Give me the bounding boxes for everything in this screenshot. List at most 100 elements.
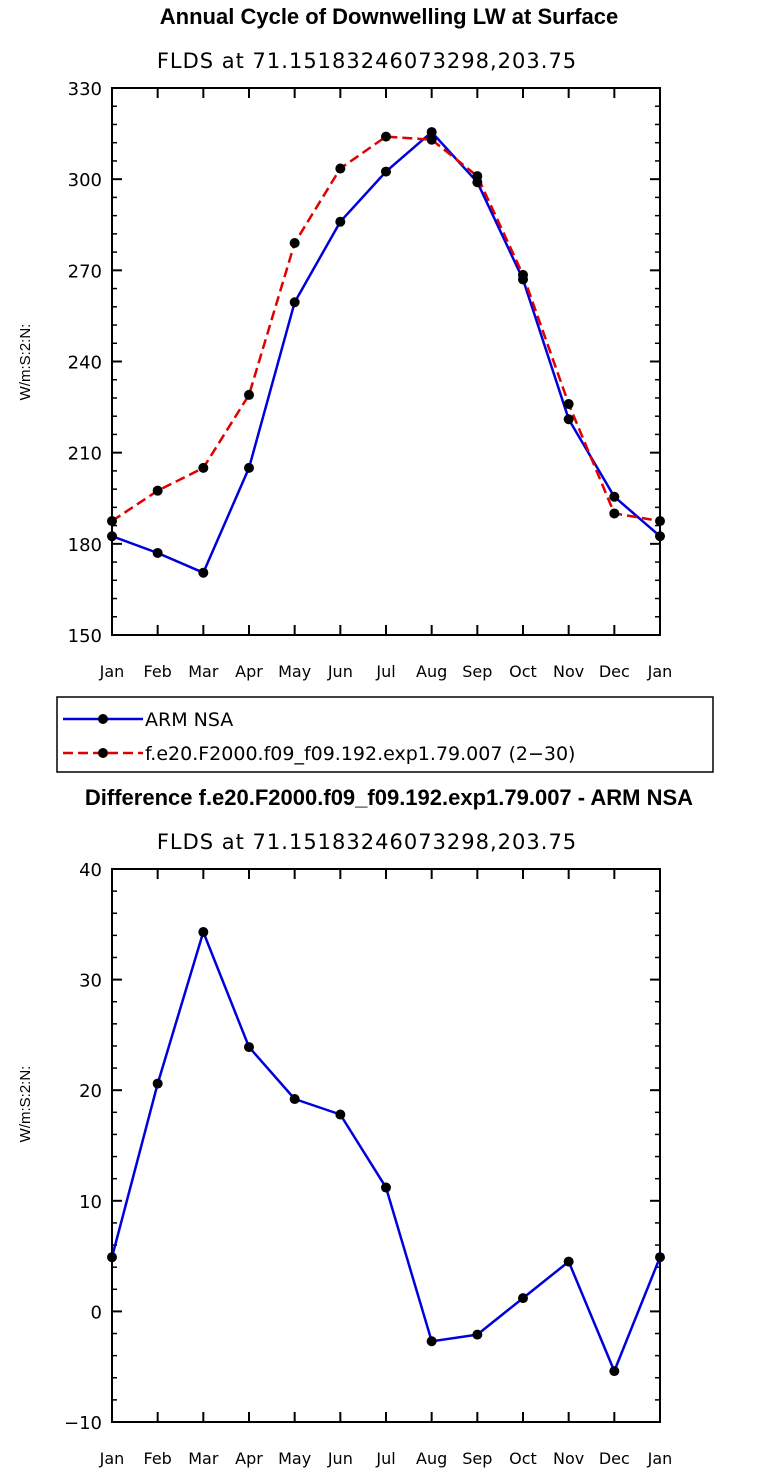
c1-xtick-label: Jan (99, 662, 125, 681)
chart1-subtitle: FLDS at 71.15183246073298,203.75 (157, 49, 577, 73)
c2-ytick-label: 10 (79, 1192, 102, 1213)
c1-point-0 (335, 216, 346, 227)
c1-series-line-0 (111, 130, 661, 574)
c1-ytick-label: 240 (68, 353, 102, 374)
c1-point-0 (289, 297, 300, 308)
c1-ytick-label: 180 (68, 535, 102, 556)
c2-xtick-label: Aug (416, 1449, 447, 1468)
c2-point-0 (381, 1182, 391, 1193)
c2-ytick-label: 0 (91, 1302, 102, 1323)
c1-xtick-label: Feb (144, 662, 172, 681)
c1-ytick-label: 150 (68, 626, 102, 647)
c1-ytick-label: 210 (68, 444, 102, 465)
c2-ytick-label: 20 (79, 1081, 102, 1102)
c1-point-1 (198, 462, 209, 473)
chart2-subtitle: FLDS at 71.15183246073298,203.75 (157, 830, 577, 854)
c2-point-0 (609, 1366, 620, 1377)
c1-point-1 (609, 508, 620, 519)
c1-point-1 (381, 131, 391, 142)
c2-point-0 (335, 1109, 346, 1120)
c1-ytick-label: 330 (68, 79, 102, 100)
c1-point-1 (335, 163, 346, 174)
c1-point-1 (655, 516, 665, 527)
chart2-x-ticks: Jan Feb Mar Apr May Jun Jul Aug Sep Oct Nov Dec Jan (99, 869, 673, 1468)
c2-point-0 (655, 1252, 665, 1263)
c1-ytick-label: 300 (68, 170, 102, 191)
c1-xtick-label: Apr (235, 662, 263, 681)
c1-ytick-label: 270 (68, 261, 102, 282)
legend-entry-model: f.e20.F2000.f09_f09.192.exp1.79.007 (2−3… (63, 743, 575, 765)
c1-xtick-label: Nov (553, 662, 584, 681)
c1-point-0 (609, 491, 620, 502)
c2-point-0 (426, 1336, 437, 1347)
c2-xtick-label: May (278, 1449, 311, 1468)
c2-xtick-label: Jan (99, 1449, 125, 1468)
c1-xtick-label: Mar (188, 662, 219, 681)
legend-label-model: f.e20.F2000.f09_f09.192.exp1.79.007 (2−3… (145, 743, 575, 765)
c2-series-line-0 (110, 930, 662, 1373)
c1-xtick-label: Aug (416, 662, 447, 681)
c1-point-0 (152, 547, 163, 558)
c1-xtick-label: Dec (599, 662, 630, 681)
legend-marker-arm-nsa (98, 714, 108, 724)
c2-xtick-label: Jun (327, 1449, 353, 1468)
c2-point-0 (107, 1252, 117, 1263)
c1-xtick-label: May (278, 662, 311, 681)
difference-chart: Difference f.e20.F2000.f09_f09.192.exp1.… (17, 785, 693, 1468)
c1-point-1 (107, 516, 117, 527)
c1-point-1 (472, 171, 483, 182)
c1-xtick-label: Sep (462, 662, 492, 681)
c1-point-0 (244, 462, 254, 473)
c2-point-0 (152, 1078, 163, 1089)
c2-xtick-label: Jan (647, 1449, 673, 1468)
c1-point-1 (426, 134, 437, 145)
c2-point-0 (289, 1094, 300, 1105)
c1-xtick-label: Jan (647, 662, 673, 681)
c1-point-0 (655, 531, 665, 542)
c1-point-0 (107, 531, 117, 542)
annual-cycle-chart: Annual Cycle of Downwelling LW at Surfac… (17, 4, 714, 773)
c1-point-1 (152, 485, 163, 496)
c2-point-0 (563, 1256, 574, 1267)
legend-box (56, 696, 714, 773)
c2-point-0 (198, 927, 209, 938)
c1-point-0 (381, 166, 391, 177)
c1-point-1 (563, 399, 574, 410)
chart2-plot-frame (111, 868, 661, 1423)
c2-point-0 (518, 1293, 528, 1304)
c2-xtick-label: Apr (235, 1449, 263, 1468)
legend-entry-arm-nsa: ARM NSA (63, 709, 233, 731)
c2-ytick-label: 30 (79, 971, 102, 992)
c2-xtick-label: Sep (462, 1449, 492, 1468)
c2-xtick-label: Feb (144, 1449, 172, 1468)
chart1-title: Annual Cycle of Downwelling LW at Surfac… (160, 4, 618, 29)
chart2-series (107, 927, 665, 1377)
c2-ytick-label: −10 (64, 1413, 102, 1434)
chart1-x-ticks: Jan Feb Mar Apr May Jun Jul Aug Sep Oct Nov Dec Jan (99, 88, 673, 681)
c2-xtick-label: Mar (188, 1449, 219, 1468)
chart1-series (107, 127, 665, 578)
chart2-title: Difference f.e20.F2000.f09_f09.192.exp1.… (85, 785, 693, 810)
c1-point-1 (244, 389, 254, 400)
c2-xtick-label: Jul (375, 1449, 395, 1468)
c2-point-0 (244, 1042, 254, 1053)
c1-point-0 (426, 127, 437, 138)
c1-series-line-1 (111, 135, 661, 523)
c1-xtick-label: Jul (375, 662, 395, 681)
chart2-y-axis-label: W/m:S:2:N: (17, 1066, 34, 1143)
chart1-y-ticks: 150 180 210 240 270 300 330 (68, 79, 660, 647)
chart1-y-axis-label: W/m:S:2:N: (17, 324, 34, 401)
c1-point-0 (563, 414, 574, 425)
c2-xtick-label: Dec (599, 1449, 630, 1468)
legend-marker-model (98, 748, 108, 758)
c1-point-0 (198, 567, 209, 578)
legend-label-arm-nsa: ARM NSA (145, 709, 233, 731)
c1-xtick-label: Oct (509, 662, 537, 681)
c2-ytick-label: 40 (79, 860, 102, 881)
chart2-y-ticks: −10 0 10 20 30 40 (64, 860, 660, 1434)
c1-point-1 (518, 269, 528, 280)
c2-xtick-label: Nov (553, 1449, 584, 1468)
c2-xtick-label: Oct (509, 1449, 537, 1468)
c1-xtick-label: Jun (327, 662, 353, 681)
